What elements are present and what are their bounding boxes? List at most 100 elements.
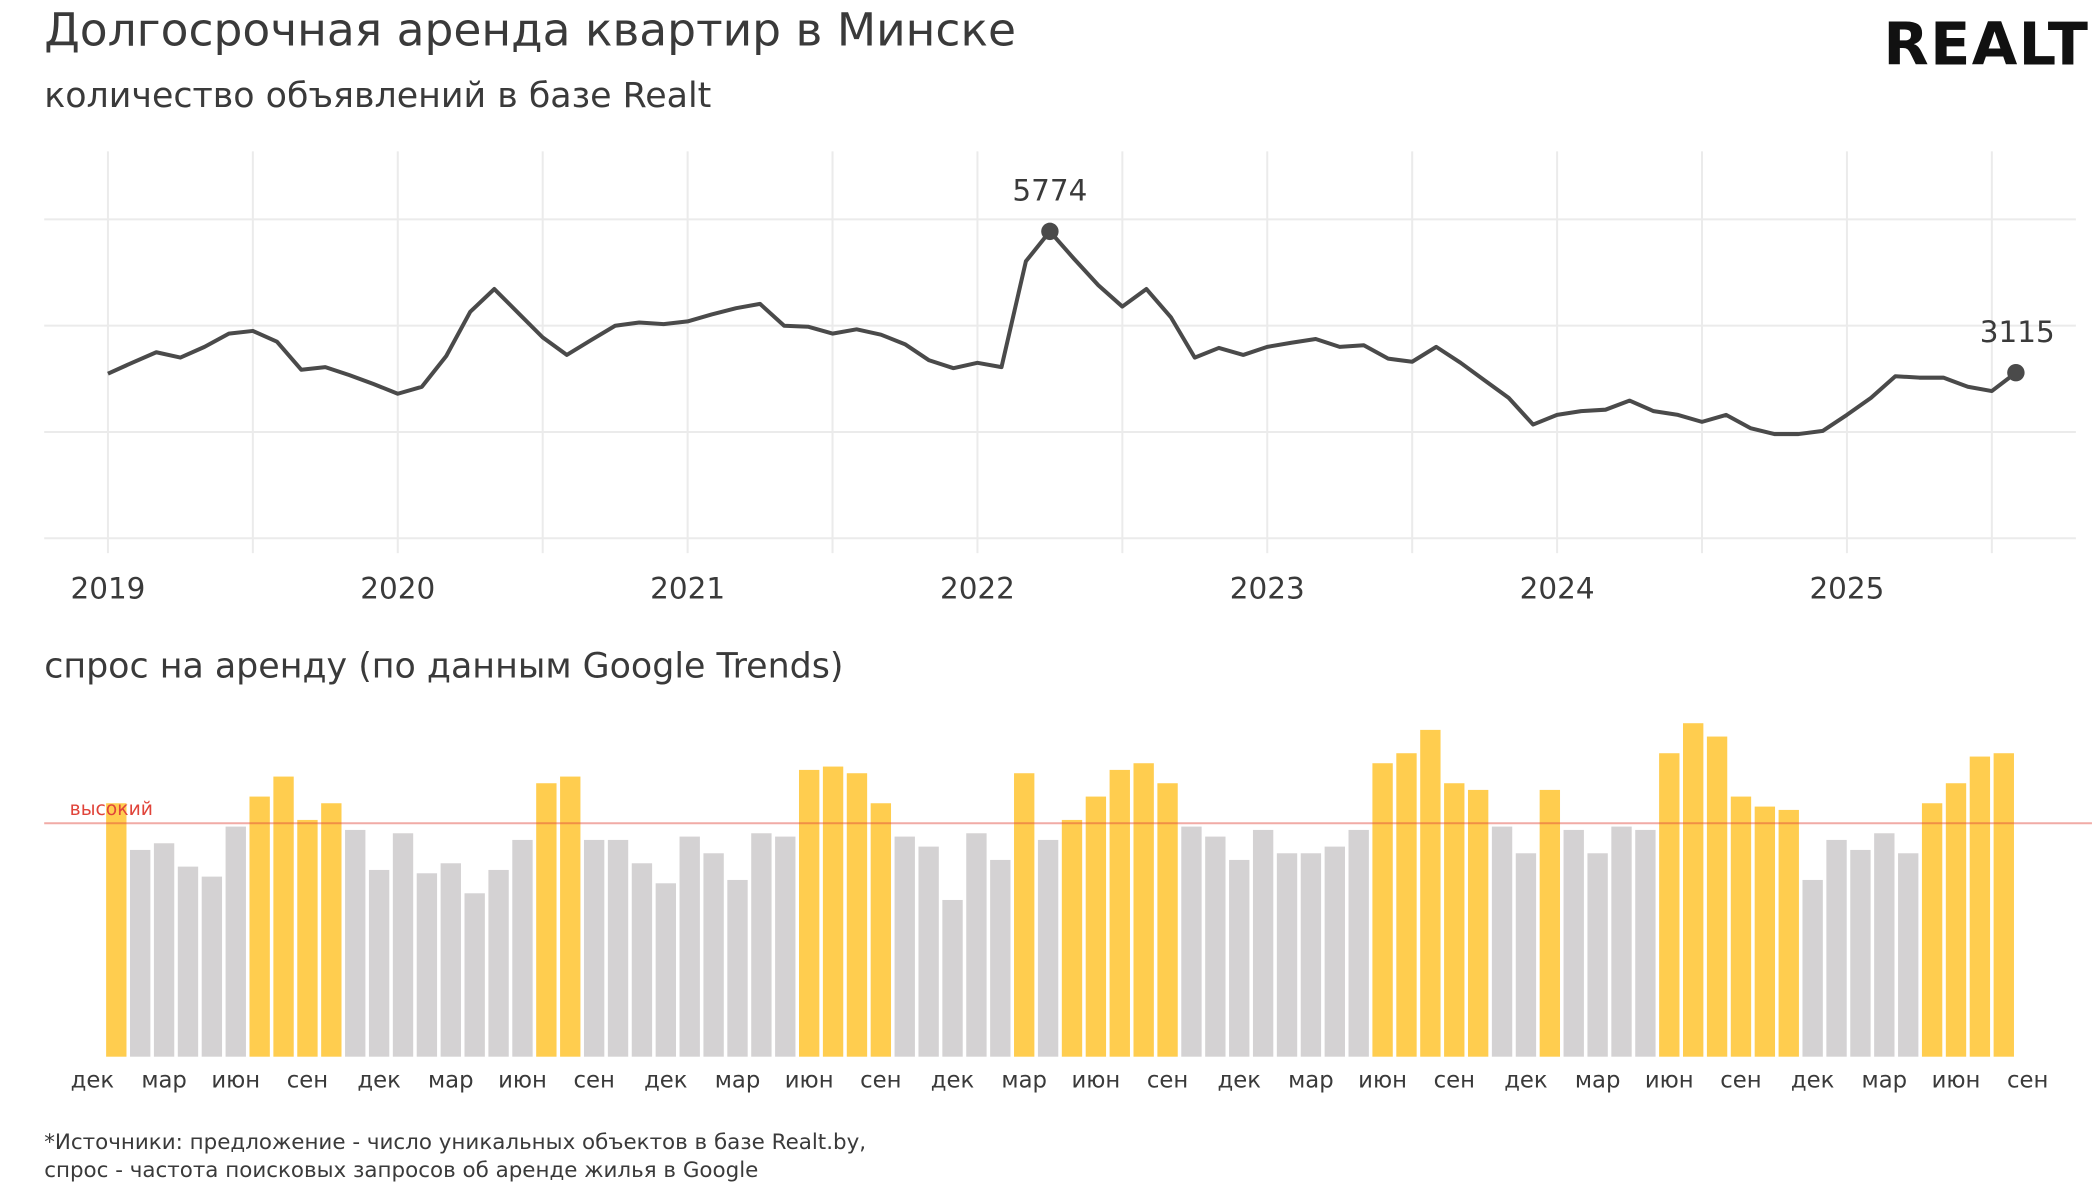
bar <box>655 883 677 1057</box>
bar <box>1348 829 1369 1057</box>
footnote: спрос - частота поисковых запросов об ар… <box>44 1158 758 1183</box>
x-tick-label: мар <box>1575 1068 1621 1094</box>
bar <box>464 893 485 1057</box>
bar <box>1491 826 1513 1057</box>
x-tick-label: мар <box>1288 1068 1334 1094</box>
bar <box>560 776 581 1057</box>
x-tick-label: дек <box>357 1068 400 1094</box>
bar <box>1252 829 1274 1057</box>
bar <box>607 839 629 1057</box>
bar <box>870 803 892 1057</box>
bar <box>440 863 461 1057</box>
bar <box>1659 753 1680 1057</box>
bar <box>321 803 342 1057</box>
x-tick-label: 2023 <box>1230 572 1305 606</box>
bar <box>966 833 987 1057</box>
x-tick-label: дек <box>1504 1068 1547 1094</box>
bar <box>583 839 605 1057</box>
bar <box>727 879 748 1057</box>
x-tick-label: сен <box>1147 1068 1188 1094</box>
x-tick-label: июн <box>1932 1068 1981 1094</box>
x-tick-label: сен <box>860 1068 901 1094</box>
bar <box>273 776 294 1057</box>
bar <box>822 766 844 1057</box>
data-label: 5774 <box>1012 174 1087 208</box>
x-tick-label: мар <box>141 1068 187 1094</box>
bar <box>1324 846 1345 1057</box>
bar <box>703 853 724 1057</box>
bar <box>488 869 509 1057</box>
x-tick-label: мар <box>1001 1068 1047 1094</box>
bar <box>1157 783 1178 1057</box>
x-tick-label: 2021 <box>650 572 725 606</box>
bar <box>1396 753 1417 1057</box>
bar <box>1683 723 1704 1057</box>
bar <box>1969 756 1991 1057</box>
bar <box>106 803 127 1057</box>
bar <box>1467 789 1489 1057</box>
bar <box>297 819 318 1057</box>
bar <box>1229 859 1250 1057</box>
bar <box>942 899 963 1057</box>
bar <box>249 796 270 1057</box>
bar <box>1276 853 1298 1057</box>
x-tick-label: 2024 <box>1520 572 1595 606</box>
x-tick-label: дек <box>1791 1068 1834 1094</box>
bar <box>918 846 939 1057</box>
x-tick-label: дек <box>1218 1068 1261 1094</box>
x-tick-label: июн <box>498 1068 547 1094</box>
bar <box>130 849 151 1057</box>
bar <box>1372 763 1393 1057</box>
bar <box>1037 839 1059 1057</box>
bar-chart-title: спрос на аренду (по данным Google Trends… <box>44 647 843 687</box>
bar <box>225 826 246 1057</box>
x-tick-label: 2022 <box>940 572 1015 606</box>
bar <box>1611 826 1632 1057</box>
chart-title: Долгосрочная аренда квартир в Минске <box>44 4 1016 57</box>
point <box>1041 222 1059 241</box>
bar <box>775 836 796 1057</box>
bar <box>1420 729 1441 1057</box>
bar <box>1515 853 1537 1057</box>
bar <box>990 859 1011 1057</box>
bar <box>416 873 438 1057</box>
bar <box>1778 809 1799 1057</box>
bar <box>1444 783 1465 1057</box>
bar <box>1706 736 1728 1057</box>
x-tick-label: дек <box>71 1068 114 1094</box>
bar <box>1754 806 1776 1057</box>
bar <box>679 836 700 1057</box>
bar <box>1874 833 1895 1057</box>
bar <box>1802 879 1823 1057</box>
x-tick-label: мар <box>428 1068 474 1094</box>
bar <box>201 876 223 1057</box>
bar <box>1921 803 1943 1057</box>
bar <box>1181 826 1202 1057</box>
bar <box>846 773 868 1057</box>
x-tick-label: мар <box>715 1068 761 1094</box>
x-tick-label: сен <box>287 1068 328 1094</box>
bar <box>177 866 199 1057</box>
bar <box>1826 839 1847 1057</box>
x-tick-label: июн <box>785 1068 834 1094</box>
data-label: 3115 <box>1980 315 2055 349</box>
bar <box>345 829 366 1057</box>
bar <box>1014 773 1035 1057</box>
x-tick-label: июн <box>1071 1068 1120 1094</box>
x-tick-label: 2025 <box>1809 572 1884 606</box>
bar <box>894 836 915 1057</box>
bar <box>798 769 820 1057</box>
bar <box>1587 853 1608 1057</box>
bar <box>1539 789 1561 1057</box>
bar <box>1730 796 1752 1057</box>
bar <box>368 869 390 1057</box>
bar <box>1133 763 1154 1057</box>
bar <box>1635 829 1656 1057</box>
footnote: *Источники: предложение - число уникальн… <box>44 1130 866 1155</box>
bar <box>536 783 557 1057</box>
logo: REALT <box>1883 9 2089 78</box>
chart-subtitle: количество объявлений в базе Realt <box>44 76 711 116</box>
x-tick-label: июн <box>1645 1068 1694 1094</box>
bar <box>751 833 772 1057</box>
